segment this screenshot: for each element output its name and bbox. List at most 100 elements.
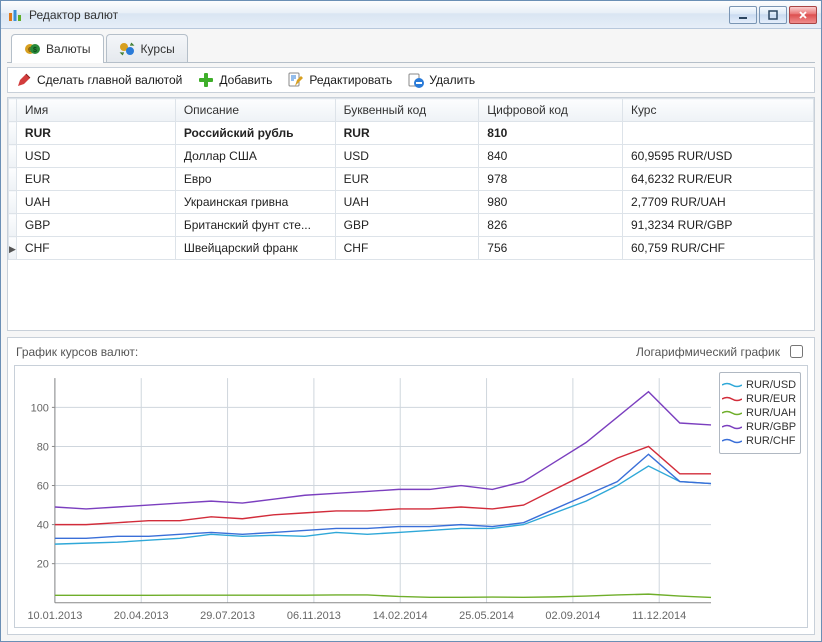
cell-name: UAH <box>16 191 175 214</box>
cell-desc: Евро <box>175 168 335 191</box>
legend-label: RUR/UAH <box>746 407 796 419</box>
delete-button[interactable]: Удалить <box>408 72 475 88</box>
toolbar-label: Удалить <box>429 73 475 87</box>
legend-item[interactable]: RUR/GBP <box>722 421 798 433</box>
make-main-button[interactable]: Сделать главной валютой <box>16 72 182 88</box>
row-header-corner <box>9 99 17 122</box>
column-header[interactable]: Имя <box>16 99 175 122</box>
cell-rate: 64,6232 RUR/EUR <box>622 168 813 191</box>
cell-rate <box>622 122 813 145</box>
cell-alpha: UAH <box>335 191 479 214</box>
svg-text:20: 20 <box>37 559 49 571</box>
chart-panel: График курсов валют: Логарифмический гра… <box>7 337 815 635</box>
column-header[interactable]: Цифровой код <box>479 99 623 122</box>
legend-swatch <box>722 423 742 431</box>
row-indicator <box>9 122 17 145</box>
window: Редактор валют € $ <box>0 0 822 642</box>
cell-num: 980 <box>479 191 623 214</box>
legend-item[interactable]: RUR/EUR <box>722 393 798 405</box>
cell-name: EUR <box>16 168 175 191</box>
svg-text:100: 100 <box>31 402 49 414</box>
legend-label: RUR/CHF <box>746 435 796 447</box>
toolbar-label: Сделать главной валютой <box>37 73 182 87</box>
cell-name: GBP <box>16 214 175 237</box>
cell-rate: 91,3234 RUR/GBP <box>622 214 813 237</box>
cell-desc: Швейцарский франк <box>175 237 335 260</box>
table-row[interactable]: EURЕвроEUR97864,6232 RUR/EUR <box>9 168 814 191</box>
edit-button[interactable]: Редактировать <box>288 72 392 88</box>
cell-desc: Британский фунт сте... <box>175 214 335 237</box>
table-row[interactable]: UAHУкраинская гривнаUAH9802,7709 RUR/UAH <box>9 191 814 214</box>
table-row[interactable]: USDДоллар СШАUSD84060,9595 RUR/USD <box>9 145 814 168</box>
legend-swatch <box>722 409 742 417</box>
cell-num: 756 <box>479 237 623 260</box>
cell-name: USD <box>16 145 175 168</box>
add-button[interactable]: Добавить <box>198 72 272 88</box>
currency-icon: € $ <box>24 41 40 57</box>
cell-desc: Российский рубль <box>175 122 335 145</box>
cell-rate: 60,9595 RUR/USD <box>622 145 813 168</box>
cell-alpha: CHF <box>335 237 479 260</box>
row-indicator: ▶ <box>9 237 17 260</box>
cell-alpha: EUR <box>335 168 479 191</box>
cell-num: 810 <box>479 122 623 145</box>
edit-icon <box>288 72 304 88</box>
tab-label: Курсы <box>141 42 175 56</box>
svg-text:14.02.2014: 14.02.2014 <box>373 610 428 622</box>
tab-rates[interactable]: Курсы <box>106 34 188 62</box>
titlebar: Редактор валют <box>1 1 821 29</box>
table-row[interactable]: RURРоссийский рубльRUR810 <box>9 122 814 145</box>
cell-desc: Украинская гривна <box>175 191 335 214</box>
toolbar-label: Редактировать <box>309 73 392 87</box>
cell-alpha: USD <box>335 145 479 168</box>
tab-label: Валюты <box>46 42 91 56</box>
cell-num: 826 <box>479 214 623 237</box>
cell-num: 978 <box>479 168 623 191</box>
table-row[interactable]: GBPБританский фунт сте...GBP82691,3234 R… <box>9 214 814 237</box>
svg-text:11.12.2014: 11.12.2014 <box>632 610 686 622</box>
svg-text:06.11.2013: 06.11.2013 <box>287 610 341 622</box>
svg-text:40: 40 <box>37 520 49 532</box>
cell-num: 840 <box>479 145 623 168</box>
svg-text:60: 60 <box>37 481 49 493</box>
plus-icon <box>198 72 214 88</box>
legend-item[interactable]: RUR/CHF <box>722 435 798 447</box>
column-header[interactable]: Буквенный код <box>335 99 479 122</box>
legend-item[interactable]: RUR/USD <box>722 379 798 391</box>
svg-text:25.05.2014: 25.05.2014 <box>459 610 514 622</box>
legend-item[interactable]: RUR/UAH <box>722 407 798 419</box>
tab-currencies[interactable]: € $ Валюты <box>11 34 104 63</box>
cell-name: RUR <box>16 122 175 145</box>
log-checkbox-input[interactable] <box>790 345 803 358</box>
app-icon <box>7 7 23 23</box>
cell-desc: Доллар США <box>175 145 335 168</box>
row-indicator <box>9 191 17 214</box>
tabstrip: € $ Валюты Курсы <box>7 33 815 63</box>
svg-text:$: $ <box>33 47 37 54</box>
legend-label: RUR/EUR <box>746 393 796 405</box>
cell-name: CHF <box>16 237 175 260</box>
log-scale-checkbox[interactable]: Логарифмический график <box>636 342 806 361</box>
cell-alpha: GBP <box>335 214 479 237</box>
legend-swatch <box>722 395 742 403</box>
table-row[interactable]: ▶CHFШвейцарский франкCHF75660,759 RUR/CH… <box>9 237 814 260</box>
minimize-button[interactable] <box>729 6 757 24</box>
cell-alpha: RUR <box>335 122 479 145</box>
maximize-button[interactable] <box>759 6 787 24</box>
column-header[interactable]: Курс <box>622 99 813 122</box>
close-button[interactable] <box>789 6 817 24</box>
cell-rate: 60,759 RUR/CHF <box>622 237 813 260</box>
legend-swatch <box>722 437 742 445</box>
toolbar: Сделать главной валютой Добавить Редакти… <box>7 67 815 93</box>
legend-swatch <box>722 381 742 389</box>
column-header[interactable]: Описание <box>175 99 335 122</box>
window-title: Редактор валют <box>29 8 729 22</box>
chart-inner: 2040608010010.01.201320.04.201329.07.201… <box>14 365 808 628</box>
svg-text:10.01.2013: 10.01.2013 <box>27 610 82 622</box>
svg-text:20.04.2013: 20.04.2013 <box>114 610 169 622</box>
window-controls <box>729 6 817 24</box>
client-area: € $ Валюты Курсы <box>1 29 821 641</box>
row-indicator <box>9 168 17 191</box>
currency-table: ИмяОписаниеБуквенный кодЦифровой кодКурс… <box>7 97 815 331</box>
row-indicator <box>9 214 17 237</box>
